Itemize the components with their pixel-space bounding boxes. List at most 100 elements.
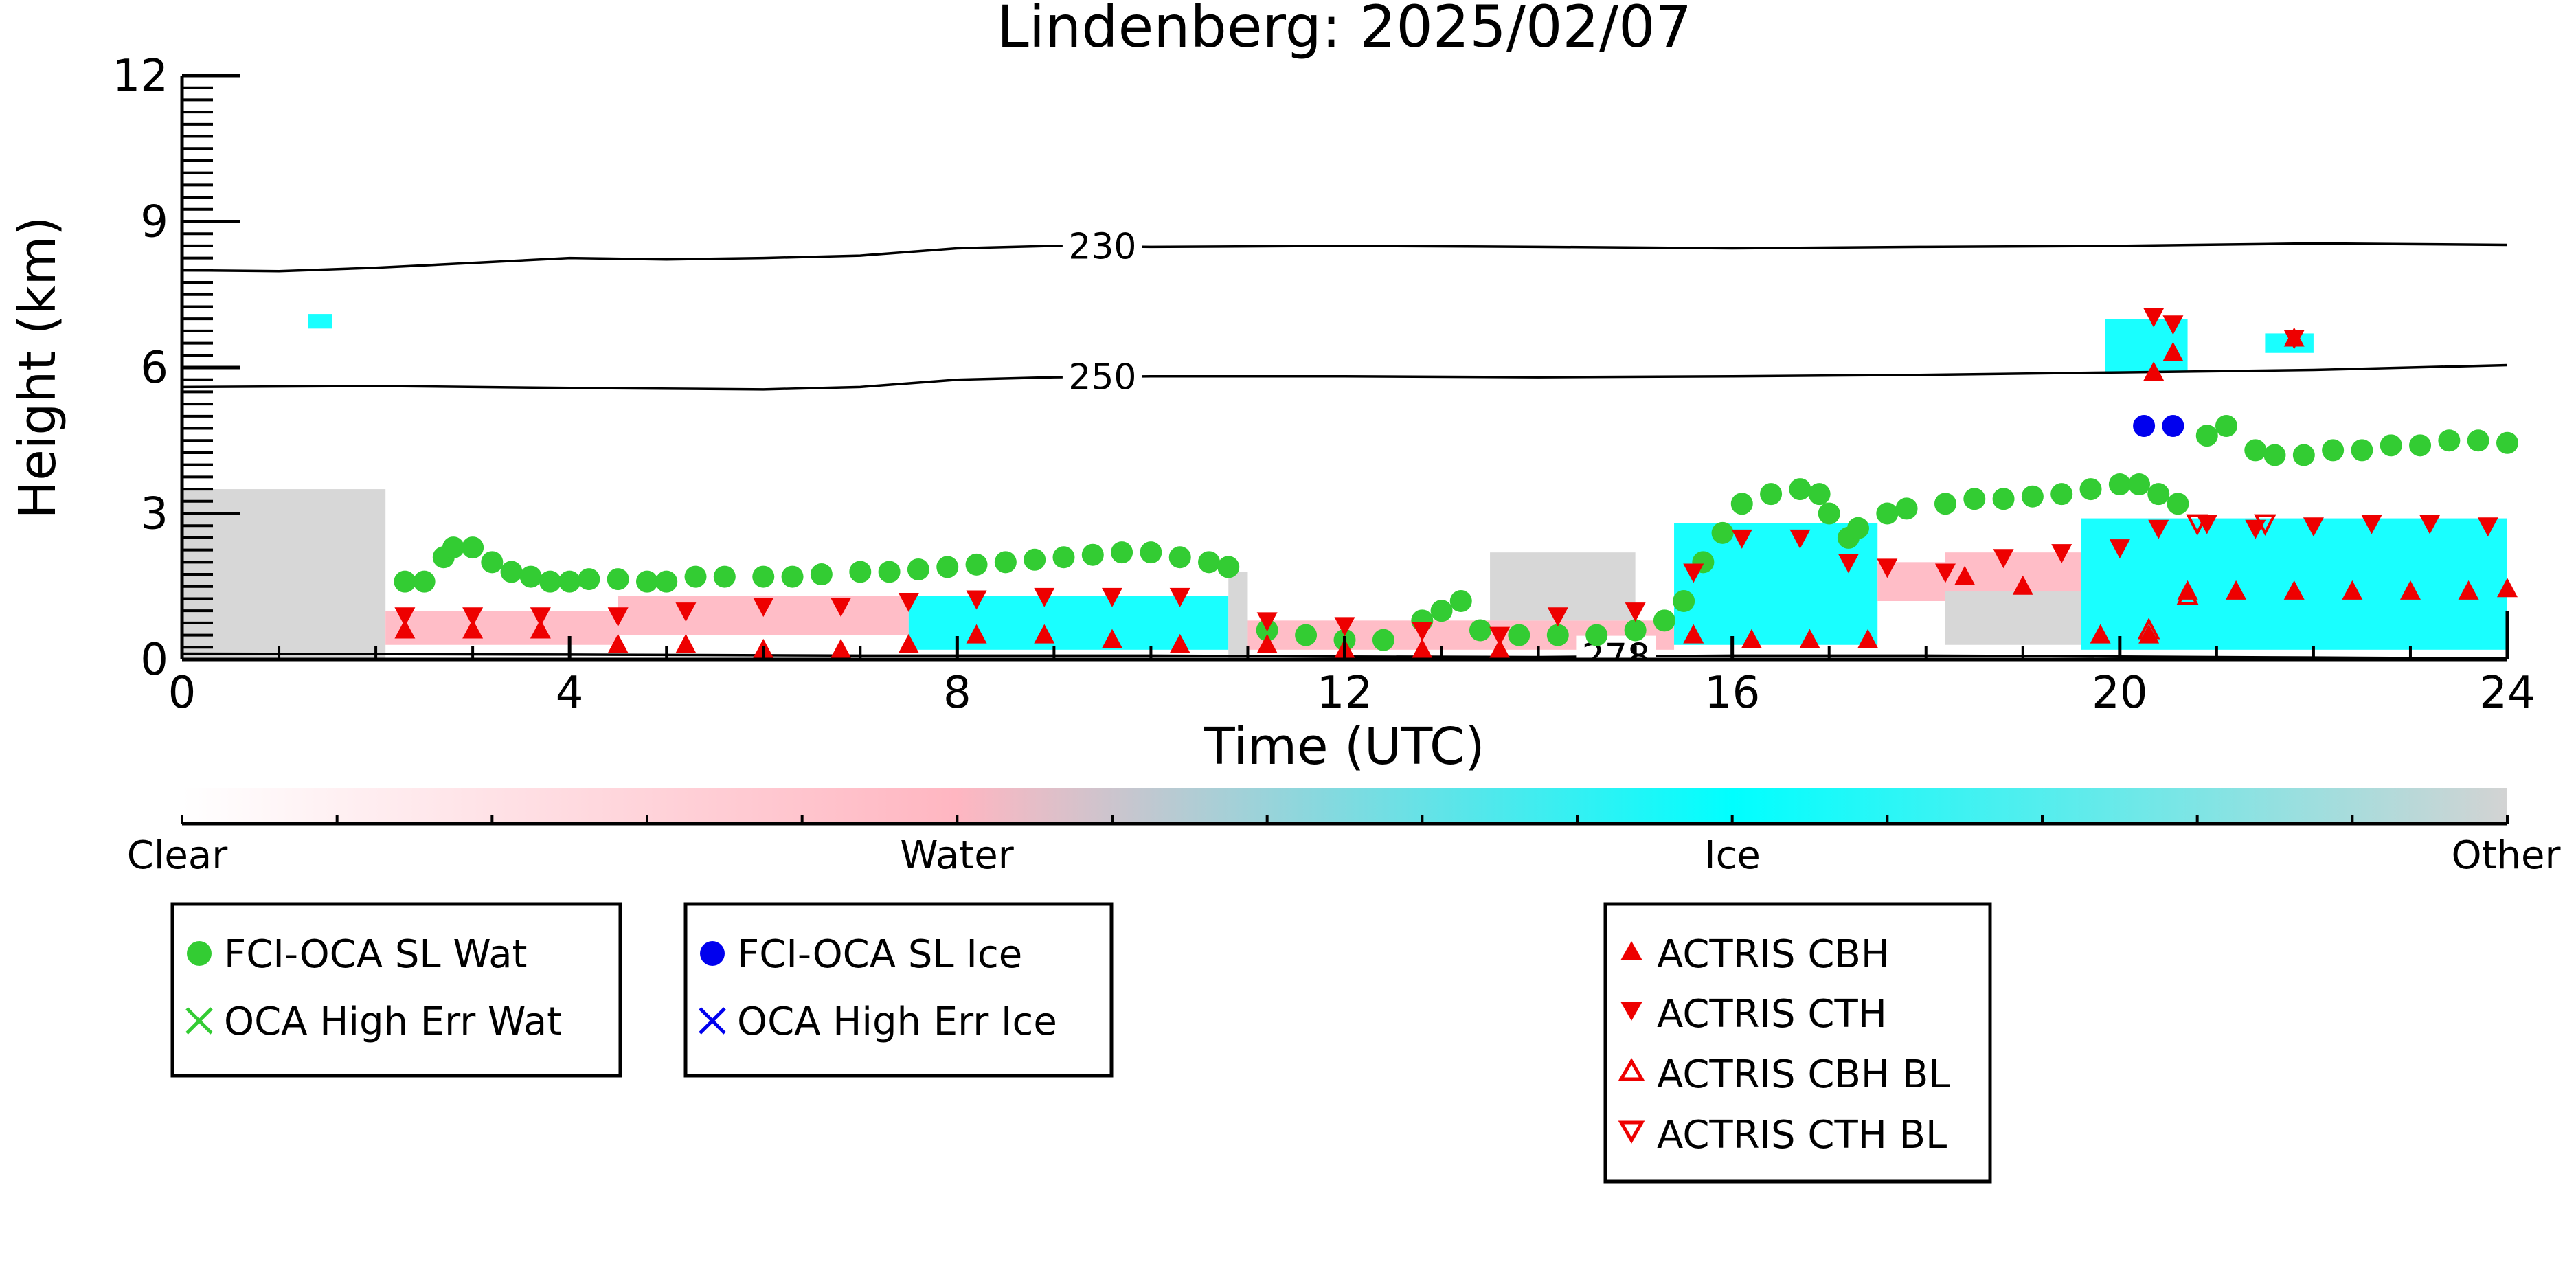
actris-cbh-point [394, 619, 416, 639]
actris-cbh-point [1169, 633, 1190, 653]
y-tick-label: 9 [140, 197, 168, 248]
actris-cth-point [1034, 587, 1055, 607]
fci-oca-sl-wat-point [578, 568, 600, 591]
actris-cth-point [1683, 563, 1704, 583]
actris-cth-point [966, 590, 987, 610]
actris-cbh-point [1799, 629, 1820, 648]
actris-cbh-point [2162, 341, 2184, 361]
legend-label-fci-ice: FCI-OCA SL Ice [737, 932, 1022, 977]
actris-cth-bl-point [2254, 514, 2276, 536]
fci-oca-sl-wat-point [1895, 497, 1918, 520]
fci-oca-sl-wat-point [1168, 546, 1191, 569]
fci-oca-sl-wat-point [1585, 624, 1608, 646]
actris-cth-point [2143, 308, 2165, 328]
colorbar-label-other: Other [2451, 833, 2561, 878]
actris-cbh-point [2283, 580, 2305, 600]
actris-cth-point [394, 607, 416, 627]
fci-oca-sl-wat-point [1876, 502, 1899, 525]
fci-oca-sl-wat-point [1508, 624, 1530, 646]
actris-cth-point [753, 598, 774, 618]
x-tick-label: 0 [168, 668, 196, 719]
fci-oca-sl-wat-point [936, 556, 959, 578]
chart-title: Lindenberg: 2025/02/07 [997, 0, 1692, 60]
colorbar-gradient [182, 788, 2507, 824]
legend-marker-actris-cbh-bl [1618, 1057, 1645, 1081]
actris-cth-point [462, 607, 484, 627]
x-tick-label: 4 [556, 668, 584, 719]
fci-oca-sl-wat-point [607, 568, 629, 591]
fci-oca-sl-wat-point [2380, 434, 2402, 457]
fci-oca-sl-wat-point [1372, 629, 1394, 651]
fci-oca-sl-wat-point [481, 551, 504, 574]
fci-oca-sl-wat-point [558, 570, 581, 593]
actris-cth-point [530, 607, 551, 627]
x-tick-label: 24 [2479, 668, 2535, 719]
actris-cbh-point [1256, 633, 1278, 653]
contour-line-250 [182, 363, 2507, 391]
fci-oca-sl-wat-point [1198, 551, 1221, 574]
fci-oca-sl-wat-point [539, 570, 561, 593]
actris-cbh-point [1489, 638, 1511, 658]
fci-oca-sl-wat-point [2021, 485, 2044, 508]
phase-region-ice [908, 596, 1229, 650]
actris-cth-point [1625, 602, 1646, 622]
fci-oca-sl-wat-point [2128, 473, 2151, 495]
actris-cth-point [2477, 517, 2498, 537]
fci-oca-sl-wat-point [442, 536, 464, 559]
fci-oca-sl-wat-point [462, 536, 484, 559]
fci-oca-sl-wat-point [655, 570, 678, 593]
fci-oca-sl-wat-point [1653, 609, 1675, 632]
actris-cth-point [1412, 622, 1433, 642]
actris-cbh-point [966, 624, 987, 644]
actris-cbh-point [462, 619, 484, 639]
fci-oca-sl-wat-point [1789, 478, 1811, 501]
fci-oca-sl-wat-point [2244, 439, 2267, 462]
legend-fci-wat: FCI-OCA SL Wat OCA High Err Wat [170, 902, 622, 1078]
fci-oca-sl-wat-point [2195, 425, 2218, 447]
actris-cth-bl-point [2186, 514, 2208, 536]
actris-cth-point [1789, 529, 1811, 549]
actris-cth-point [2109, 539, 2130, 559]
actris-cth-point [1731, 529, 1752, 549]
fci-oca-sl-wat-point [1624, 619, 1647, 642]
phase-colorbar: Clear Water Ice Other [127, 788, 2561, 878]
fci-oca-sl-wat-point [2322, 439, 2345, 462]
contour-label-230: 230 [1068, 227, 1136, 268]
actris-cbh-point [2342, 580, 2363, 600]
actris-cth-point [1993, 549, 2014, 569]
legend-marker-actris-cth-bl [1618, 1120, 1645, 1144]
y-tick-label: 3 [140, 489, 168, 540]
fci-oca-sl-wat-point [1449, 590, 1472, 612]
fci-oca-sl-wat-point [1217, 556, 1240, 578]
fci-oca-sl-wat-point [781, 565, 804, 588]
actris-cbh-point [530, 619, 551, 639]
fci-oca-sl-wat-point [684, 565, 707, 588]
fci-oca-sl-wat-point [1808, 483, 1831, 506]
fci-oca-sl-wat-point [1992, 488, 2015, 510]
actris-cth-point [2162, 315, 2184, 335]
fci-oca-sl-wat-point [2496, 431, 2518, 454]
actris-cbh-point [831, 638, 852, 658]
fci-oca-sl-wat-point [2351, 439, 2373, 462]
fci-oca-sl-wat-point [1024, 548, 1046, 571]
fci-oca-sl-wat-point [413, 570, 436, 593]
fci-oca-sl-wat-point [1469, 619, 1491, 642]
fci-oca-sl-wat-point [2108, 473, 2131, 495]
contour-line-230 [182, 242, 2507, 273]
y-tick-label: 0 [140, 635, 168, 686]
legend-label-high-err-wat: OCA High Err Wat [224, 999, 562, 1044]
fci-oca-sl-wat-point [394, 570, 416, 593]
contour-label-background [1062, 225, 1142, 263]
y-axis-label: Height (km) [8, 216, 67, 519]
fci-oca-sl-wat-point [1052, 546, 1075, 569]
fci-oca-sl-wat-point [1140, 541, 1162, 564]
fci-oca-sl-wat-point [636, 570, 658, 593]
actris-cth-point [2361, 515, 2382, 534]
actris-cbh-point [675, 633, 697, 653]
fci-oca-sl-wat-point [2263, 444, 2286, 466]
x-tick-label: 20 [2092, 668, 2147, 719]
actris-cth-point [2051, 544, 2072, 564]
actris-cbh-point [607, 633, 629, 653]
actris-cbh-point [898, 633, 919, 653]
